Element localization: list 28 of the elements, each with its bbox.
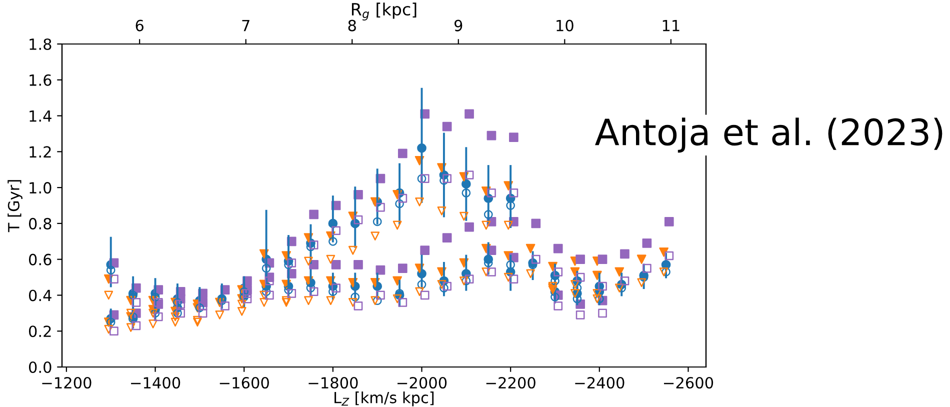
- y-tick-label: 1.4: [30, 110, 52, 122]
- x2-tick-label: 7: [242, 20, 250, 32]
- x2-tick-label: 8: [348, 20, 356, 32]
- x2-tick-label: 9: [454, 20, 462, 32]
- y-tick-label: 1.0: [30, 182, 52, 194]
- x-axis-title: L$_{Z}$ [km/s kpc]: [334, 392, 434, 406]
- annotation: Antoja et al. (2023): [595, 118, 942, 153]
- x-tick-label: −2200: [486, 376, 536, 389]
- y-tick-label: 0.0: [28, 361, 52, 374]
- x-tick-label: −1600: [220, 376, 269, 389]
- y-tick-label: 1.2: [30, 146, 51, 158]
- x-tick-label: −2600: [664, 376, 714, 389]
- y-tick-label: 1.6: [30, 74, 52, 86]
- y-tick-label: 0.8: [28, 218, 52, 230]
- x-tick-label: −2400: [575, 376, 624, 389]
- x-tick-label: −1200: [42, 376, 92, 389]
- y-axis-title: T [Gyr]: [8, 180, 22, 232]
- x-tick-label: −2000: [398, 376, 447, 389]
- y-tick-label: 0.4: [28, 290, 52, 302]
- x2-tick-label: 6: [136, 20, 144, 32]
- y-tick-label: 0.6: [28, 254, 52, 266]
- y-tick-label: 0.2: [28, 326, 51, 338]
- x2-tick-label: 10: [556, 20, 574, 32]
- y-tick-label: 1.8: [30, 38, 52, 50]
- x-tick-label: −1400: [131, 376, 180, 389]
- x-tick-label: −1800: [308, 376, 358, 389]
- x2-tick-label: 11: [662, 20, 680, 32]
- x2-axis-title: R$_{g}$ [kpc]: [352, 2, 416, 20]
